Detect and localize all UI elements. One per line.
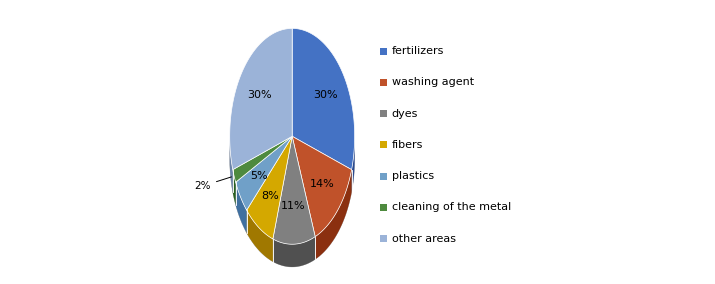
Polygon shape [315, 170, 352, 259]
Polygon shape [247, 210, 273, 262]
Text: 2%: 2% [194, 177, 232, 191]
Bar [380, 47, 388, 55]
Polygon shape [230, 28, 292, 170]
Bar [380, 204, 388, 211]
Polygon shape [247, 136, 292, 239]
Polygon shape [236, 136, 292, 210]
Text: washing agent: washing agent [392, 77, 474, 87]
Text: plastics: plastics [392, 171, 434, 181]
Text: 5%: 5% [250, 171, 267, 181]
Polygon shape [352, 137, 355, 192]
Text: cleaning of the metal: cleaning of the metal [392, 202, 511, 212]
Polygon shape [236, 182, 247, 233]
Polygon shape [230, 137, 233, 192]
Bar [380, 141, 388, 148]
Polygon shape [233, 136, 292, 182]
Ellipse shape [230, 51, 355, 267]
Text: 8%: 8% [262, 191, 280, 201]
Polygon shape [292, 136, 352, 237]
Bar [380, 79, 388, 86]
Polygon shape [292, 28, 355, 170]
Text: 30%: 30% [247, 90, 272, 100]
Bar [380, 173, 388, 180]
Polygon shape [273, 237, 315, 267]
Text: other areas: other areas [392, 233, 455, 244]
Text: dyes: dyes [392, 108, 418, 119]
Text: 11%: 11% [281, 201, 306, 211]
Polygon shape [273, 136, 315, 244]
Text: 14%: 14% [310, 179, 334, 189]
Text: 30%: 30% [312, 90, 337, 100]
Text: fibers: fibers [392, 140, 423, 150]
Bar [380, 110, 388, 117]
Text: fertilizers: fertilizers [392, 46, 444, 56]
Polygon shape [233, 170, 236, 205]
Bar [380, 235, 388, 242]
